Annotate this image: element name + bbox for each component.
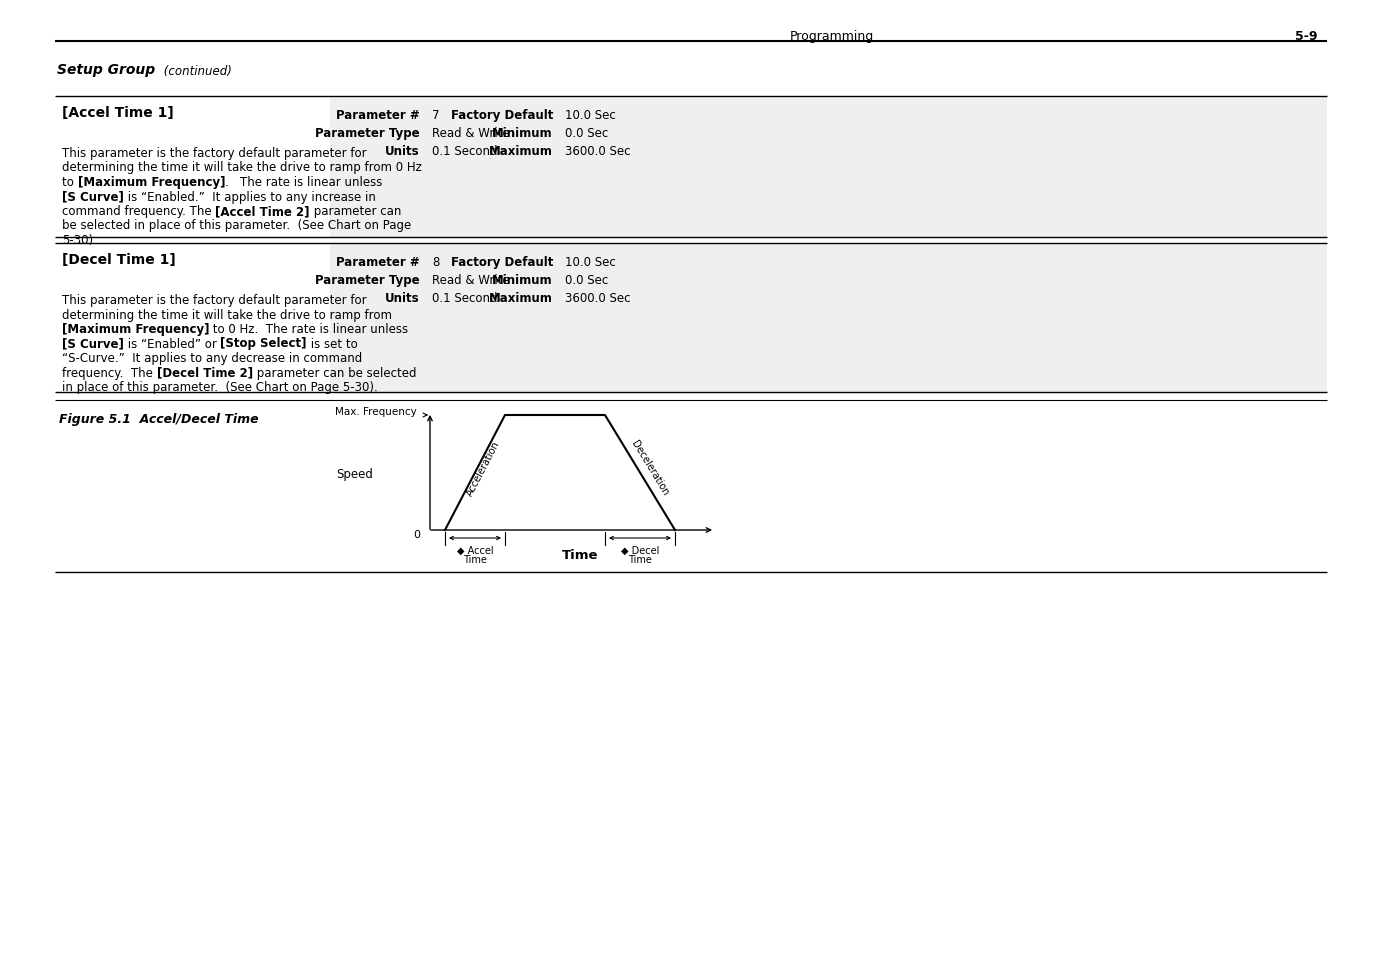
Text: [Stop Select]: [Stop Select]	[221, 337, 307, 350]
Text: 0.1 Second: 0.1 Second	[433, 145, 498, 158]
Text: 5-9: 5-9	[1295, 30, 1317, 43]
Text: 0.1 Second: 0.1 Second	[433, 292, 498, 305]
Text: to: to	[62, 175, 77, 189]
Text: 0: 0	[413, 530, 420, 539]
Text: 3600.0 Sec: 3600.0 Sec	[565, 292, 630, 305]
Text: [Maximum Frequency]: [Maximum Frequency]	[62, 323, 210, 335]
Text: [Maximum Frequency]: [Maximum Frequency]	[77, 175, 225, 189]
Text: is “Enabled” or: is “Enabled” or	[124, 337, 221, 350]
Text: “S-Curve.”  It applies to any decrease in command: “S-Curve.” It applies to any decrease in…	[62, 352, 362, 365]
Text: frequency.  The: frequency. The	[62, 366, 156, 379]
Text: Max. Frequency: Max. Frequency	[334, 407, 417, 416]
Text: Maximum: Maximum	[489, 145, 553, 158]
Text: 0.0 Sec: 0.0 Sec	[565, 127, 608, 140]
Text: ◆ Decel: ◆ Decel	[621, 545, 659, 556]
Text: (continued): (continued)	[160, 65, 232, 78]
Text: 7: 7	[433, 109, 439, 122]
Text: Acceleration: Acceleration	[464, 438, 502, 497]
Text: [Decel Time 2]: [Decel Time 2]	[156, 366, 253, 379]
Text: Time: Time	[463, 555, 486, 564]
Text: is “Enabled.”  It applies to any increase in: is “Enabled.” It applies to any increase…	[124, 191, 376, 203]
Text: determining the time it will take the drive to ramp from 0 Hz: determining the time it will take the dr…	[62, 161, 422, 174]
Text: Deceleration: Deceleration	[629, 438, 670, 497]
Text: This parameter is the factory default parameter for: This parameter is the factory default pa…	[62, 294, 366, 307]
Text: 10.0 Sec: 10.0 Sec	[565, 109, 616, 122]
Text: parameter can be selected: parameter can be selected	[253, 366, 416, 379]
Bar	[330, 244, 1327, 393]
Text: is set to: is set to	[307, 337, 358, 350]
Text: command frequency. The: command frequency. The	[62, 205, 216, 218]
Text: [Accel Time 2]: [Accel Time 2]	[216, 205, 310, 218]
Text: 10.0 Sec: 10.0 Sec	[565, 255, 616, 269]
Text: [S Curve]: [S Curve]	[62, 337, 124, 350]
Text: ◆ Accel: ◆ Accel	[456, 545, 493, 556]
Text: determining the time it will take the drive to ramp from: determining the time it will take the dr…	[62, 308, 392, 321]
Text: Minimum: Minimum	[492, 274, 553, 287]
Text: Factory Default: Factory Default	[451, 255, 553, 269]
Text: to 0 Hz.  The rate is linear unless: to 0 Hz. The rate is linear unless	[210, 323, 409, 335]
Text: Read & Write: Read & Write	[433, 127, 510, 140]
Text: Units: Units	[386, 292, 420, 305]
Text: .   The rate is linear unless: . The rate is linear unless	[225, 175, 383, 189]
Text: Parameter Type: Parameter Type	[315, 274, 420, 287]
Text: 5-30).: 5-30).	[62, 233, 97, 247]
Text: [S Curve]: [S Curve]	[62, 191, 124, 203]
Text: Parameter Type: Parameter Type	[315, 127, 420, 140]
Text: Time: Time	[627, 555, 652, 564]
Text: 8: 8	[433, 255, 439, 269]
Text: Maximum: Maximum	[489, 292, 553, 305]
Text: 0.0 Sec: 0.0 Sec	[565, 274, 608, 287]
Text: This parameter is the factory default parameter for: This parameter is the factory default pa…	[62, 147, 366, 160]
Bar	[330, 97, 1327, 237]
Text: Setup Group: Setup Group	[57, 63, 155, 77]
Text: Speed: Speed	[337, 468, 373, 481]
Text: Time: Time	[561, 548, 598, 561]
Text: Parameter #: Parameter #	[336, 109, 420, 122]
Text: parameter can: parameter can	[310, 205, 401, 218]
Text: Programming: Programming	[791, 30, 875, 43]
Text: Factory Default: Factory Default	[451, 109, 553, 122]
Text: Minimum: Minimum	[492, 127, 553, 140]
Text: 3600.0 Sec: 3600.0 Sec	[565, 145, 630, 158]
Text: [Decel Time 1]: [Decel Time 1]	[62, 253, 176, 267]
Text: [Accel Time 1]: [Accel Time 1]	[62, 106, 174, 120]
Text: Read & Write: Read & Write	[433, 274, 510, 287]
Text: be selected in place of this parameter.  (See Chart on Page: be selected in place of this parameter. …	[62, 219, 412, 233]
Text: in place of this parameter.  (See Chart on Page 5-30).: in place of this parameter. (See Chart o…	[62, 380, 377, 394]
Text: Units: Units	[386, 145, 420, 158]
Text: Parameter #: Parameter #	[336, 255, 420, 269]
Text: Figure 5.1  Accel/Decel Time: Figure 5.1 Accel/Decel Time	[59, 413, 258, 426]
